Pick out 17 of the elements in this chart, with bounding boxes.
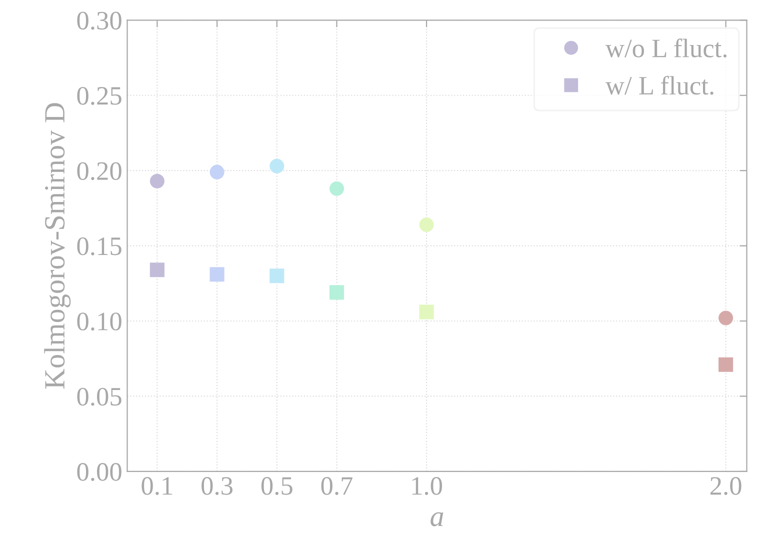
x-tick-label: 0.3 (202, 477, 232, 495)
y-tick-label: 0.10 (77, 312, 122, 331)
y-tick-label: 0.05 (77, 388, 122, 406)
legend-label: w/ L fluct. (605, 76, 714, 95)
y-tick-label: 0.30 (77, 12, 122, 30)
y-tick-label: 0.25 (77, 86, 122, 105)
x-tick-label: 0.7 (321, 477, 352, 495)
y-tick-label: 0.00 (77, 463, 122, 481)
x-tick-label: 1.0 (412, 477, 442, 495)
x-axis-title: a (430, 512, 444, 526)
y-tick-label: 0.15 (77, 237, 122, 256)
y-tick-label: 0.20 (77, 162, 122, 180)
x-tick-label: 2.0 (710, 477, 742, 495)
x-tick-label: 0.1 (142, 477, 172, 495)
x-tick-label: 0.5 (261, 477, 292, 495)
y-axis-title: Kolmogorov-Smirnov D (44, 103, 71, 389)
legend-label: w/o L fluct. (605, 38, 727, 58)
